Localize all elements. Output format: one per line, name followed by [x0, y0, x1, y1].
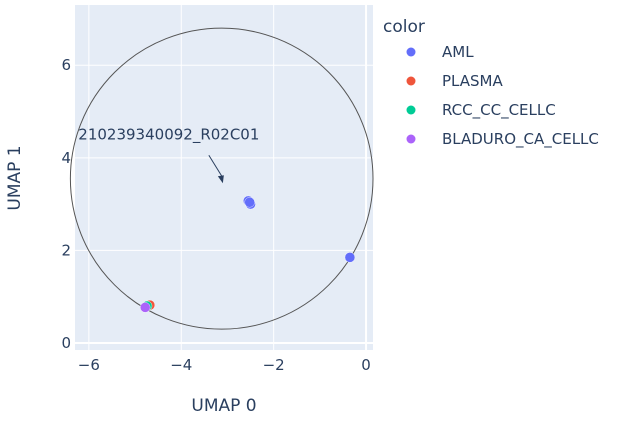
annotation-arrowhead: [217, 175, 224, 184]
legend-entry: RCC_CC_CELLC: [442, 101, 556, 120]
annotations-layer: 210239340092_R02C01: [78, 125, 259, 184]
legend-entry: BLADURO_CA_CELLC: [442, 130, 599, 149]
y-tick-label: 2: [61, 241, 71, 259]
x-tick-label: 0: [361, 356, 371, 374]
x-tick-labels: −6 −4 −2 0: [78, 356, 371, 374]
annotation-label: 210239340092_R02C01: [78, 125, 259, 144]
y-axis-title: UMAP 1: [5, 145, 25, 210]
scatter-point[interactable]: [344, 252, 356, 263]
plot-background: [75, 5, 373, 350]
legend: color AML PLASMA RCC_CC_CELLC BLADURO_CA_CE…: [383, 17, 599, 149]
scatter-point[interactable]: [140, 302, 151, 313]
x-axis-title: UMAP 0: [191, 396, 256, 416]
legend-marker: [406, 76, 416, 86]
shapes-layer: [69, 27, 374, 330]
legend-entry: AML: [442, 43, 474, 61]
y-tick-label: 0: [61, 334, 71, 352]
legend-marker: [406, 105, 416, 115]
legend-title: color: [383, 17, 425, 37]
y-tick-label: 4: [61, 149, 71, 167]
scatter-point[interactable]: [244, 197, 255, 208]
x-tick-label: −2: [263, 356, 285, 374]
points-layer[interactable]: [140, 195, 356, 313]
y-tick-label: 6: [61, 56, 71, 74]
circle-shape: [69, 27, 374, 330]
x-tick-label: −6: [78, 356, 100, 374]
legend-marker: [406, 134, 416, 144]
legend-marker: [406, 47, 416, 57]
annotation-arrow: [208, 155, 223, 177]
y-tick-labels: 0 2 4 6: [61, 56, 71, 352]
legend-entry: PLASMA: [442, 72, 503, 90]
gridlines: [75, 5, 373, 350]
x-tick-label: −4: [170, 356, 192, 374]
